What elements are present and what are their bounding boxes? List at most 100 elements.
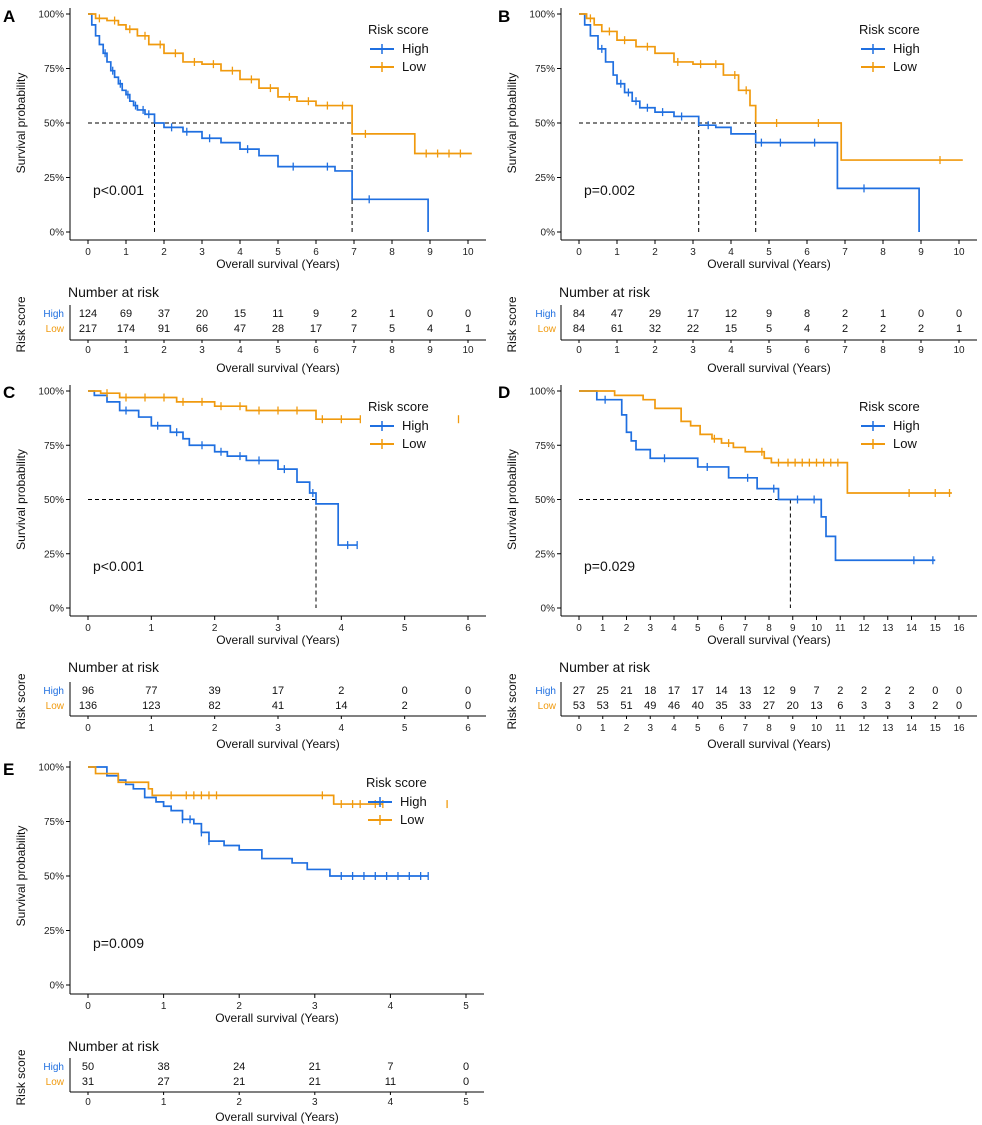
risk-x-tick-label: 15 (930, 723, 942, 734)
risk-x-tick-label: 3 (312, 1097, 318, 1108)
x-axis-title: Overall survival (Years) (216, 633, 340, 647)
risk-count: 2 (837, 685, 843, 697)
risk-count: 7 (813, 685, 819, 697)
panel-letter: B (498, 7, 510, 26)
risk-x-tick-label: 13 (882, 723, 894, 734)
x-tick-label: 0 (85, 247, 91, 258)
risk-x-tick-label: 6 (719, 723, 725, 734)
risk-x-tick-label: 9 (790, 723, 796, 734)
risk-count: 2 (885, 685, 891, 697)
risk-count: 7 (351, 323, 357, 335)
legend-label-high: High (402, 41, 429, 56)
risk-count: 2 (338, 685, 344, 697)
risk-count: 27 (573, 685, 585, 697)
y-axis-title: Survival probability (14, 826, 28, 927)
risk-count: 40 (692, 700, 704, 712)
risk-count: 35 (715, 700, 727, 712)
legend-label-low: Low (400, 812, 424, 827)
legend-label-high: High (893, 41, 920, 56)
x-axis-title: Overall survival (Years) (215, 1011, 339, 1025)
risk-count: 21 (309, 1076, 321, 1088)
x-tick-label: 10 (462, 247, 474, 258)
x-tick-label: 1 (614, 247, 620, 258)
risk-count: 46 (668, 700, 680, 712)
x-tick-label: 9 (918, 247, 924, 258)
risk-x-tick-label: 5 (275, 345, 281, 356)
risk-x-tick-label: 8 (880, 345, 886, 356)
risk-count: 21 (620, 685, 632, 697)
risk-x-tick-label: 4 (671, 723, 677, 734)
risk-count: 3 (908, 700, 914, 712)
legend-title: Risk score (859, 399, 920, 414)
x-tick-label: 1 (600, 623, 606, 634)
y-tick-label: 75% (535, 441, 555, 452)
risk-count: 9 (313, 308, 319, 320)
legend-title: Risk score (368, 22, 429, 37)
risk-count: 29 (649, 308, 661, 320)
risk-x-tick-label: 5 (766, 345, 772, 356)
risk-x-tick-label: 4 (388, 1097, 394, 1108)
y-axis-title: Survival probability (14, 449, 28, 550)
panel-d: D0%25%50%75%100%0 1 2 3 4 5 6 7 8 9 10 11 12 13 14 15 16… (498, 383, 977, 751)
p-value: p=0.009 (93, 935, 144, 951)
risk-table-title: Number at risk (559, 284, 651, 300)
km-curve-low (579, 390, 952, 494)
risk-table-title: Number at risk (68, 284, 160, 300)
risk-count: 21 (233, 1076, 245, 1088)
risk-group-low: Low (538, 324, 557, 335)
risk-table-ylabel: Risk score (505, 673, 519, 729)
x-tick-label: 1 (149, 623, 155, 634)
x-tick-label: 1 (123, 247, 129, 258)
x-tick-label: 0 (576, 247, 582, 258)
x-tick-label: 4 (339, 623, 345, 634)
panel-e: E 0% 25% 50% 75% 100% 0 1 2 3 4 5 Survival probabili… (3, 760, 484, 1124)
y-tick-label: 25% (44, 173, 64, 184)
x-tick-label: 0 (576, 623, 582, 634)
risk-count: 124 (79, 308, 97, 320)
risk-count: 15 (725, 323, 737, 335)
risk-count: 0 (918, 308, 924, 320)
y-tick-label: 0% (50, 981, 65, 992)
risk-count: 8 (804, 308, 810, 320)
risk-x-tick-label: 1 (614, 345, 620, 356)
risk-count: 49 (644, 700, 656, 712)
y-tick-label: 0% (541, 228, 556, 239)
risk-x-tick-label: 3 (275, 723, 281, 734)
x-tick-label: 8 (880, 247, 886, 258)
y-tick-label: 0% (541, 604, 556, 615)
y-tick-label: 50% (44, 119, 64, 130)
risk-count: 174 (117, 323, 135, 335)
risk-count: 84 (573, 308, 585, 320)
risk-count: 53 (573, 700, 585, 712)
y-tick-label: 50% (44, 872, 64, 883)
x-tick-label: 14 (906, 623, 918, 634)
x-tick-label: 3 (312, 1001, 318, 1012)
x-tick-label: 0 (85, 1001, 91, 1012)
x-tick-label: 13 (882, 623, 894, 634)
risk-count: 53 (597, 700, 609, 712)
risk-count: 2 (908, 685, 914, 697)
y-tick-label: 50% (44, 495, 64, 506)
risk-table-xlabel: Overall survival (Years) (707, 361, 831, 375)
risk-x-tick-label: 1 (161, 1097, 167, 1108)
risk-count: 0 (465, 685, 471, 697)
panel-letter: D (498, 383, 510, 402)
risk-count: 47 (611, 308, 623, 320)
risk-count: 41 (272, 700, 284, 712)
risk-count: 13 (739, 685, 751, 697)
panel-letter: A (3, 7, 15, 26)
km-curve-low (579, 13, 963, 161)
risk-table-title: Number at risk (68, 1038, 160, 1054)
risk-count: 31 (82, 1076, 94, 1088)
y-axis-title: Survival probability (505, 449, 519, 550)
risk-count: 0 (465, 308, 471, 320)
risk-count: 123 (142, 700, 160, 712)
km-curve-low (88, 766, 383, 805)
risk-x-tick-label: 8 (389, 345, 395, 356)
risk-table-xlabel: Overall survival (Years) (216, 361, 340, 375)
x-tick-label: 4 (388, 1001, 394, 1012)
x-tick-label: 1 (161, 1001, 167, 1012)
x-tick-label: 5 (695, 623, 701, 634)
